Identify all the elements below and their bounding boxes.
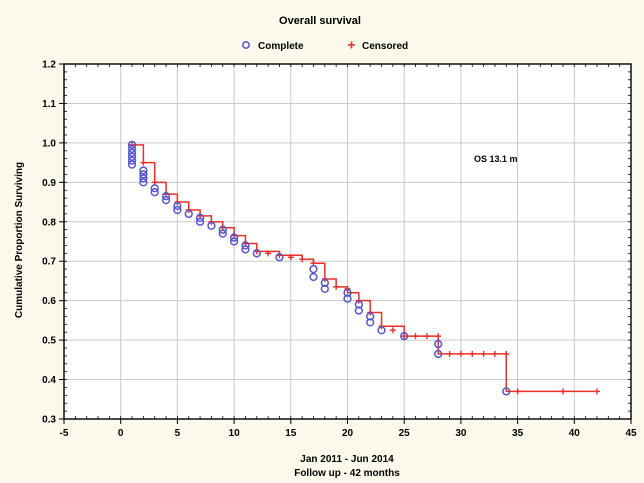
censored-point [593,388,600,395]
complete-point [275,253,284,262]
complete-point [434,349,443,359]
complete-point [218,229,227,238]
censored-point [299,256,306,263]
complete-point [502,387,511,396]
x-axis-label-line1: Jan 2011 - Jun 2014 [300,454,394,465]
y-tick-label: 0.8 [42,217,56,228]
censored-point [423,333,430,340]
y-tick-label: 0.9 [42,178,56,189]
x-tick-label: 5 [175,428,181,439]
complete-point [207,221,216,230]
complete-point [309,264,318,274]
legend-complete-label: Complete [258,41,304,52]
censored-point [559,388,566,395]
complete-point [150,184,159,193]
y-axis-label: Cumulative Proportion Surviving [14,162,25,318]
censored-point [469,350,476,357]
x-tick-label: 0 [118,428,124,439]
complete-point [184,209,193,219]
legend-complete-marker [242,41,250,49]
censored-point [287,254,294,261]
censored-point [140,159,147,166]
legend-censored-marker [348,41,355,49]
complete-point [320,284,329,293]
legend-censored-label: Censored [362,41,408,52]
y-tick-label: 0.6 [42,296,56,307]
complete-point [127,148,137,157]
complete-point [218,225,227,234]
complete-point [139,174,148,183]
censored-point [446,350,453,357]
x-tick-label: 45 [625,428,637,439]
complete-point [161,195,171,205]
y-tick-label: 0.5 [42,336,56,347]
complete-point [434,339,443,349]
censored-point [435,333,442,340]
complete-point [354,300,363,309]
axes: -5 0 5 10 15 20 25 30 35 40 45 0.3 0.4 0.5 0.6 0.7 0.8 0.… [42,60,637,440]
complete-point [127,160,137,169]
complete-point [366,312,375,321]
censored-point [491,350,498,357]
complete-point [229,237,239,246]
complete-point [127,144,137,153]
x-tick-label: 35 [512,428,524,439]
censored-point [265,250,272,257]
x-tick-label: -5 [60,428,69,439]
complete-point [241,245,250,254]
censored-point [503,350,510,357]
complete-point [343,288,352,297]
grid [64,64,631,419]
y-tick-label: 0.4 [42,375,56,386]
complete-markers [127,140,511,396]
censored-point [480,350,487,357]
x-tick-label: 15 [285,428,297,439]
x-tick-label: 10 [229,428,241,439]
complete-point [400,332,409,341]
complete-point [195,217,205,226]
x-axis-label-line2: Follow up - 42 months [294,468,400,479]
censored-point [457,350,464,357]
y-tick-label: 1.1 [42,99,56,110]
complete-point [320,278,329,288]
os-annotation: OS 13.1 m [474,154,518,164]
complete-point [173,205,182,215]
complete-point [173,201,182,211]
complete-point [195,213,205,222]
censored-point [389,327,396,334]
complete-point [150,188,159,197]
chart-title: Overall survival [279,15,361,27]
x-tick-label: 40 [569,428,581,439]
censored-point [412,333,419,340]
y-tick-label: 1.0 [42,138,56,149]
censored-point [401,333,408,340]
complete-point [377,326,386,335]
complete-point [139,166,148,175]
y-tick-label: 0.7 [42,257,56,268]
complete-point [229,233,239,242]
x-tick-label: 25 [399,428,411,439]
complete-point [161,191,171,201]
x-tick-label: 30 [455,428,467,439]
complete-point [241,241,250,250]
complete-point [139,170,148,179]
complete-point [127,152,137,161]
complete-point [343,294,352,303]
complete-point [127,156,137,165]
complete-point [309,272,318,282]
complete-point [354,306,363,315]
y-tick-label: 0.3 [42,415,56,426]
plot-frame [63,63,632,420]
censored-point [514,388,521,395]
complete-point [366,318,375,327]
x-tick-label: 20 [342,428,354,439]
complete-point [139,178,148,187]
y-tick-label: 1.2 [42,60,56,71]
complete-point [252,249,261,258]
censored-point [333,283,340,290]
legend: Complete Censored [242,41,408,52]
complete-point [127,140,137,150]
